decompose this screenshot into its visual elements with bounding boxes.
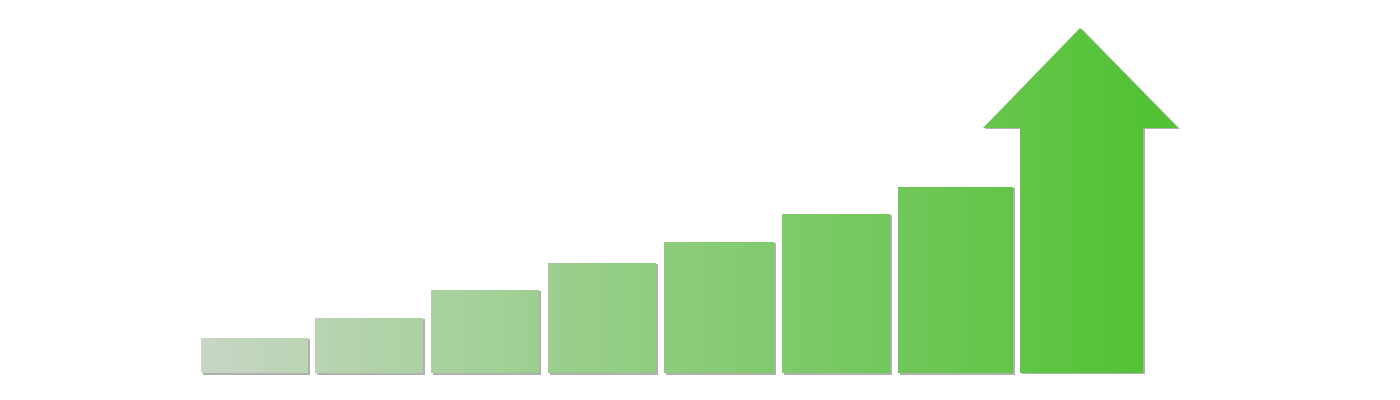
- growth-bar-2: [315, 318, 423, 373]
- growth-bar-5: [664, 242, 774, 373]
- arrow-layer: [983, 28, 1178, 373]
- growth-bar-7: [898, 187, 1013, 373]
- up-arrow-icon: [983, 28, 1178, 373]
- growth-bar-1: [201, 338, 308, 373]
- growth-bar-3: [431, 290, 539, 373]
- bar-layer: [201, 187, 1013, 373]
- growth-bar-4: [548, 263, 656, 373]
- growth-bar-6: [782, 214, 890, 373]
